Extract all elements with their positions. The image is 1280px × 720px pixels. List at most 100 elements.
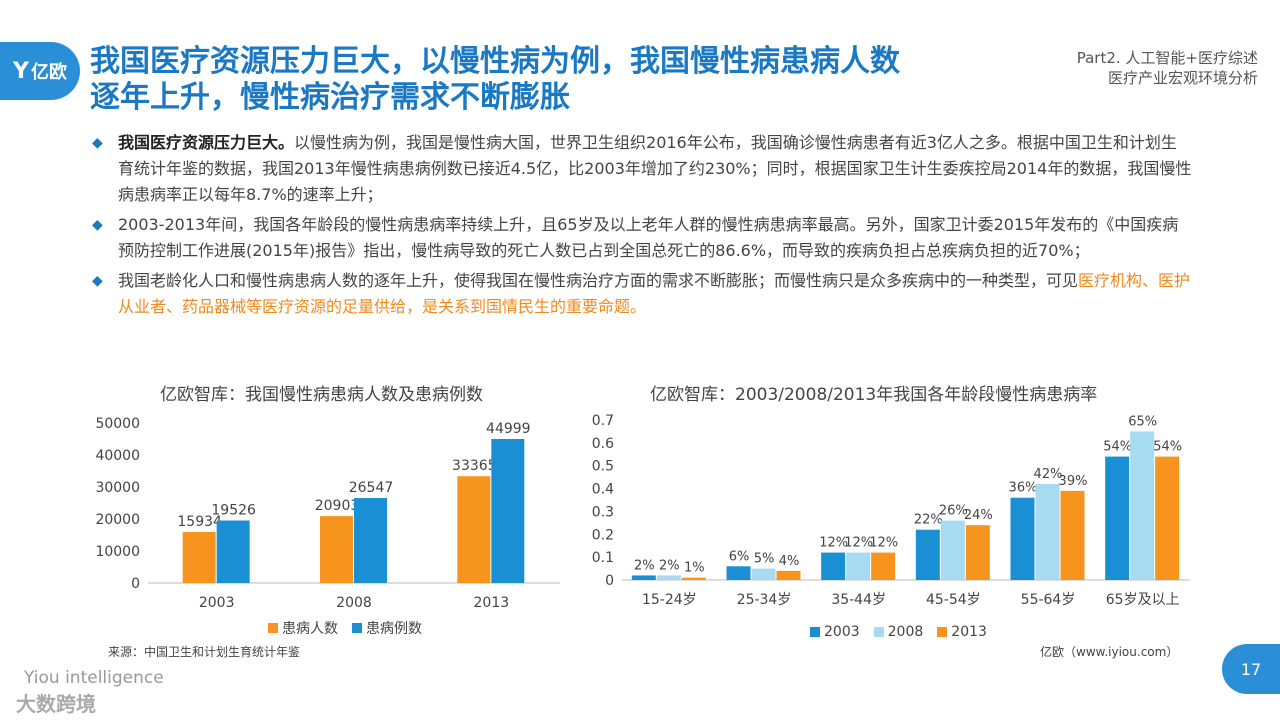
- section-sub: 医疗产业宏观环境分析: [1107, 69, 1258, 87]
- bullet-3-text: 我国老龄化人口和慢性病患病人数的逐年上升，使得我国在慢性病治疗方面的需求不断膨胀…: [118, 271, 1079, 290]
- bar: [656, 575, 681, 580]
- title-line-2: 逐年上升，慢性病治疗需求不断膨胀: [90, 80, 570, 115]
- data-label: 39%: [1059, 474, 1088, 489]
- data-label: 42%: [1034, 467, 1063, 482]
- bar: [1060, 490, 1085, 580]
- y-tick-label: 50000: [95, 416, 140, 432]
- x-tick-label: 15-24岁: [642, 592, 697, 608]
- page-title: 我国医疗资源压力巨大，以慢性病为例，我国慢性病患病人数 逐年上升，慢性病治疗需求…: [90, 44, 990, 116]
- page-number: 17: [1222, 644, 1280, 694]
- y-tick-label: 0.6: [592, 436, 614, 452]
- watermark-brand: 大数跨境: [16, 692, 96, 716]
- bar: [871, 552, 896, 580]
- data-label: 36%: [1009, 481, 1038, 496]
- legend-label: 2013: [951, 624, 987, 640]
- bar: [457, 476, 491, 583]
- data-label: 15934: [177, 514, 222, 530]
- legend-swatch: [937, 627, 948, 637]
- data-label: 20903: [315, 498, 360, 514]
- bar: [846, 552, 871, 580]
- data-label: 54%: [1103, 440, 1132, 455]
- bar: [681, 577, 706, 580]
- y-tick-label: 0: [131, 576, 140, 592]
- y-tick-label: 0.7: [592, 413, 614, 429]
- data-label: 12%: [819, 536, 848, 551]
- x-tick-label: 35-44岁: [831, 592, 886, 608]
- chart-1-legend: 患病人数 患病例数: [268, 618, 422, 638]
- legend-swatch: [268, 623, 278, 633]
- site-credit: 亿欧（www.iyiou.com）: [1040, 645, 1179, 659]
- legend-item: 2008: [873, 624, 924, 640]
- data-label: 4%: [779, 554, 800, 569]
- x-tick-label: 45-54岁: [926, 592, 981, 608]
- legend-item: 2003: [810, 624, 860, 640]
- chart-2: 0 0.1 0.2 0.3 0.4 0.5 0.6 0.7 2% 2% 1% 15-24岁 6% 5% 4%…: [592, 413, 1190, 608]
- bar: [940, 520, 965, 580]
- legend-label: 2008: [887, 624, 924, 640]
- legend-swatch: [352, 623, 362, 633]
- data-label: 33365: [452, 458, 497, 474]
- bullet-1-bold: 我国医疗资源压力巨大。: [118, 133, 295, 152]
- bullet-3-highlight: 医疗机构、医护从业者、药品器械等医疗资源的足量供给，是关系到国情民生的重要命题。: [118, 271, 1191, 316]
- bar: [1130, 431, 1155, 580]
- data-label: 12%: [844, 536, 873, 551]
- y-tick-label: 0.2: [592, 527, 614, 543]
- x-tick-label: 25-34岁: [737, 592, 792, 608]
- legend-swatch: [873, 627, 884, 637]
- bullet-2: 2003-2013年间，我国各年龄段的慢性病患病率持续上升，且65岁及以上老年人…: [92, 212, 1192, 264]
- data-label: 24%: [964, 508, 993, 523]
- data-label: 54%: [1153, 440, 1182, 455]
- bar: [821, 552, 846, 580]
- y-tick-label: 20000: [95, 512, 140, 528]
- data-label: 5%: [754, 552, 775, 567]
- bar: [1105, 456, 1130, 580]
- bar: [965, 525, 990, 580]
- data-label: 1%: [684, 561, 705, 576]
- legend-swatch: [810, 627, 820, 637]
- chart-2-legend: 2003 2008 2013: [810, 624, 987, 640]
- bar: [915, 529, 940, 580]
- data-label: 12%: [869, 536, 898, 551]
- data-label: 44999: [486, 421, 531, 437]
- y-tick-label: 0.5: [592, 459, 614, 475]
- bar: [216, 520, 250, 583]
- logo: Y 亿欧: [0, 42, 80, 100]
- legend-label: 患病人数: [282, 621, 338, 637]
- chart-2-title: 亿欧智库：2003/2008/2013年我国各年龄段慢性病患病率: [650, 385, 1098, 405]
- watermark-text: Yiou intelligence: [24, 668, 164, 688]
- bar: [320, 516, 353, 583]
- data-label: 22%: [914, 513, 943, 528]
- x-tick-label: 2003: [199, 595, 235, 611]
- bar: [491, 439, 525, 583]
- bullet-list: 我国医疗资源压力巨大。以慢性病为例，我国是慢性病大国，世界卫生组织2016年公布…: [92, 130, 1192, 324]
- x-tick-label: 2008: [336, 595, 372, 611]
- legend-item: 患病例数: [352, 618, 422, 638]
- legend-item: 2013: [937, 624, 987, 640]
- chart-1-title: 亿欧智库：我国慢性病患病人数及患病例数: [160, 385, 483, 405]
- legend-label: 患病例数: [366, 621, 422, 637]
- logo-y-icon: Y: [13, 58, 29, 84]
- logo-text: 亿欧: [30, 62, 67, 83]
- bullet-3: 我国老龄化人口和慢性病患病人数的逐年上升，使得我国在慢性病治疗方面的需求不断膨胀…: [92, 268, 1192, 320]
- bullet-2-text: 2003-2013年间，我国各年龄段的慢性病患病率持续上升，且65岁及以上老年人…: [118, 215, 1179, 260]
- x-tick-label: 2013: [474, 595, 510, 611]
- data-label: 65%: [1128, 414, 1157, 429]
- data-label: 6%: [729, 549, 750, 564]
- bullet-1-text: 以慢性病为例，我国是慢性病大国，世界卫生组织2016年公布，我国确诊慢性病患者有…: [118, 133, 1192, 204]
- bar: [726, 566, 751, 580]
- x-tick-label: 65岁及以上: [1106, 592, 1180, 608]
- section-part: Part2. 人工智能+医疗综述: [1076, 49, 1258, 67]
- bullet-1: 我国医疗资源压力巨大。以慢性病为例，我国是慢性病大国，世界卫生组织2016年公布…: [92, 130, 1192, 208]
- bar: [354, 498, 387, 583]
- y-tick-label: 0.4: [592, 482, 614, 498]
- legend-label: 2003: [824, 624, 860, 640]
- y-tick-label: 0.3: [592, 504, 614, 520]
- data-label: 2%: [634, 558, 655, 573]
- bar: [1035, 484, 1060, 580]
- bar: [751, 568, 776, 580]
- data-label: 19526: [211, 503, 256, 519]
- bar: [776, 570, 801, 580]
- bar: [182, 532, 216, 583]
- data-label: 26%: [939, 504, 968, 519]
- bar: [631, 575, 656, 580]
